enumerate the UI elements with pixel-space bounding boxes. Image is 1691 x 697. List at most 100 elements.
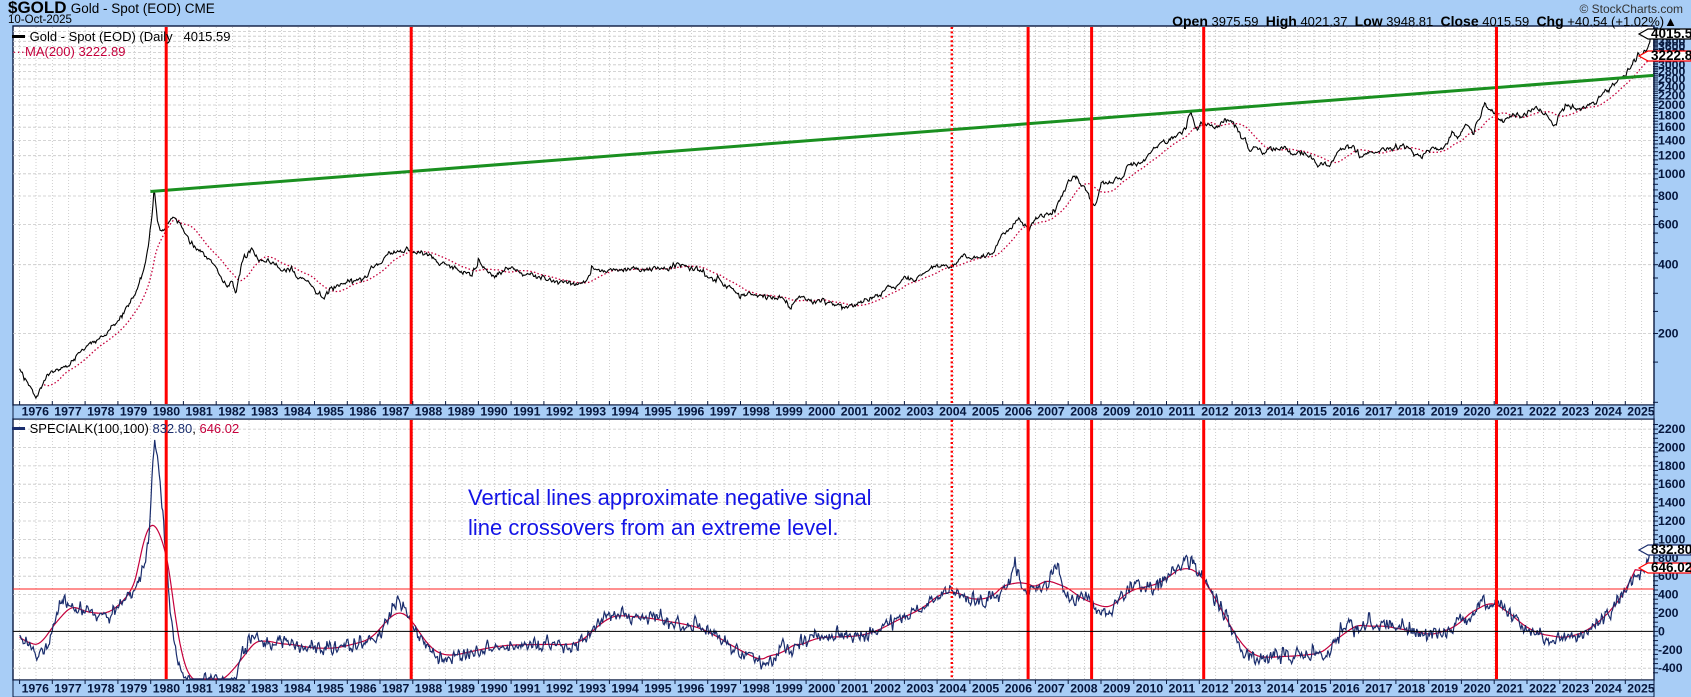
- svg-text:646.02: 646.02: [1651, 560, 1691, 575]
- svg-text:2011: 2011: [1169, 682, 1196, 696]
- svg-text:1977: 1977: [54, 405, 82, 419]
- svg-text:-400: -400: [1658, 661, 1683, 675]
- svg-text:2016: 2016: [1332, 682, 1360, 696]
- svg-text:2015: 2015: [1300, 405, 1328, 419]
- svg-text:1985: 1985: [317, 682, 345, 696]
- svg-text:1976: 1976: [22, 405, 50, 419]
- svg-text:2003: 2003: [906, 405, 934, 419]
- svg-text:1992: 1992: [546, 405, 574, 419]
- svg-text:1987: 1987: [382, 405, 410, 419]
- svg-text:1990: 1990: [480, 682, 508, 696]
- svg-text:2019: 2019: [1431, 682, 1459, 696]
- svg-text:2010: 2010: [1136, 682, 1164, 696]
- svg-text:1991: 1991: [513, 405, 541, 419]
- svg-text:1981: 1981: [185, 405, 213, 419]
- svg-text:2015: 2015: [1300, 682, 1328, 696]
- svg-text:1988: 1988: [415, 405, 443, 419]
- svg-text:2001: 2001: [841, 682, 869, 696]
- svg-text:1978: 1978: [87, 682, 115, 696]
- svg-text:1989: 1989: [448, 405, 476, 419]
- svg-text:0: 0: [1658, 624, 1665, 638]
- svg-text:2023: 2023: [1562, 405, 1590, 419]
- svg-text:2022: 2022: [1529, 405, 1557, 419]
- svg-text:2013: 2013: [1234, 405, 1262, 419]
- svg-text:1983: 1983: [251, 682, 279, 696]
- svg-text:1984: 1984: [284, 405, 312, 419]
- svg-text:1400: 1400: [1658, 496, 1686, 510]
- svg-text:2022: 2022: [1529, 682, 1557, 696]
- svg-text:2013: 2013: [1234, 682, 1262, 696]
- svg-text:3222.89: 3222.89: [1651, 48, 1691, 63]
- svg-text:2008: 2008: [1070, 682, 1098, 696]
- svg-text:1995: 1995: [644, 405, 672, 419]
- svg-text:1980: 1980: [153, 682, 181, 696]
- svg-text:1979: 1979: [120, 405, 148, 419]
- svg-text:2001: 2001: [841, 405, 869, 419]
- svg-text:2000: 2000: [808, 682, 836, 696]
- svg-text:2006: 2006: [1005, 682, 1033, 696]
- svg-text:2004: 2004: [939, 682, 967, 696]
- svg-text:2006: 2006: [1005, 405, 1033, 419]
- svg-text:1997: 1997: [710, 405, 738, 419]
- svg-text:1993: 1993: [579, 682, 607, 696]
- svg-text:1994: 1994: [611, 405, 639, 419]
- svg-text:1993: 1993: [579, 405, 607, 419]
- svg-text:200: 200: [1658, 606, 1679, 620]
- svg-text:1990: 1990: [480, 405, 508, 419]
- svg-text:2003: 2003: [906, 682, 934, 696]
- svg-text:1987: 1987: [382, 682, 410, 696]
- svg-text:1976: 1976: [22, 682, 50, 696]
- svg-text:2016: 2016: [1332, 405, 1360, 419]
- svg-text:2014: 2014: [1267, 682, 1295, 696]
- svg-text:2007: 2007: [1037, 682, 1065, 696]
- svg-text:2008: 2008: [1070, 405, 1098, 419]
- svg-text:1998: 1998: [743, 682, 771, 696]
- svg-text:2017: 2017: [1365, 405, 1393, 419]
- svg-text:2025: 2025: [1627, 682, 1655, 696]
- svg-text:2000: 2000: [1658, 441, 1686, 455]
- svg-text:1979: 1979: [120, 682, 148, 696]
- svg-text:1984: 1984: [284, 682, 312, 696]
- svg-text:400: 400: [1658, 588, 1679, 602]
- svg-text:2017: 2017: [1365, 682, 1393, 696]
- svg-text:2024: 2024: [1595, 405, 1623, 419]
- svg-text:1985: 1985: [317, 405, 345, 419]
- svg-text:400: 400: [1658, 258, 1679, 272]
- svg-text:2005: 2005: [972, 405, 1000, 419]
- svg-text:1200: 1200: [1658, 514, 1686, 528]
- svg-text:1400: 1400: [1658, 133, 1686, 147]
- svg-text:2002: 2002: [874, 405, 902, 419]
- svg-text:2019: 2019: [1431, 405, 1459, 419]
- svg-text:-200: -200: [1658, 643, 1683, 657]
- svg-text:1994: 1994: [611, 682, 639, 696]
- svg-text:1978: 1978: [87, 405, 115, 419]
- svg-text:832.80: 832.80: [1651, 542, 1691, 557]
- svg-text:1999: 1999: [775, 405, 803, 419]
- svg-text:2018: 2018: [1398, 405, 1426, 419]
- svg-text:1995: 1995: [644, 682, 672, 696]
- svg-text:1996: 1996: [677, 405, 705, 419]
- svg-text:1983: 1983: [251, 405, 279, 419]
- svg-text:1800: 1800: [1658, 459, 1686, 473]
- svg-text:1999: 1999: [775, 682, 803, 696]
- svg-text:2005: 2005: [972, 682, 1000, 696]
- svg-text:2002: 2002: [874, 682, 902, 696]
- svg-text:2025: 2025: [1627, 405, 1655, 419]
- svg-text:2011: 2011: [1169, 405, 1196, 419]
- svg-text:1988: 1988: [415, 682, 443, 696]
- svg-text:800: 800: [1658, 189, 1679, 203]
- svg-text:1600: 1600: [1658, 477, 1686, 491]
- svg-text:1997: 1997: [710, 682, 738, 696]
- svg-text:1992: 1992: [546, 682, 574, 696]
- svg-text:2200: 2200: [1658, 422, 1686, 436]
- svg-text:2020: 2020: [1463, 405, 1491, 419]
- svg-text:1977: 1977: [54, 682, 82, 696]
- svg-text:2020: 2020: [1463, 682, 1491, 696]
- svg-text:1996: 1996: [677, 682, 705, 696]
- svg-text:2010: 2010: [1136, 405, 1164, 419]
- svg-text:1000: 1000: [1658, 167, 1686, 181]
- svg-text:2021: 2021: [1496, 405, 1524, 419]
- svg-text:1989: 1989: [448, 682, 476, 696]
- svg-text:2012: 2012: [1201, 682, 1229, 696]
- svg-text:1200: 1200: [1658, 149, 1686, 163]
